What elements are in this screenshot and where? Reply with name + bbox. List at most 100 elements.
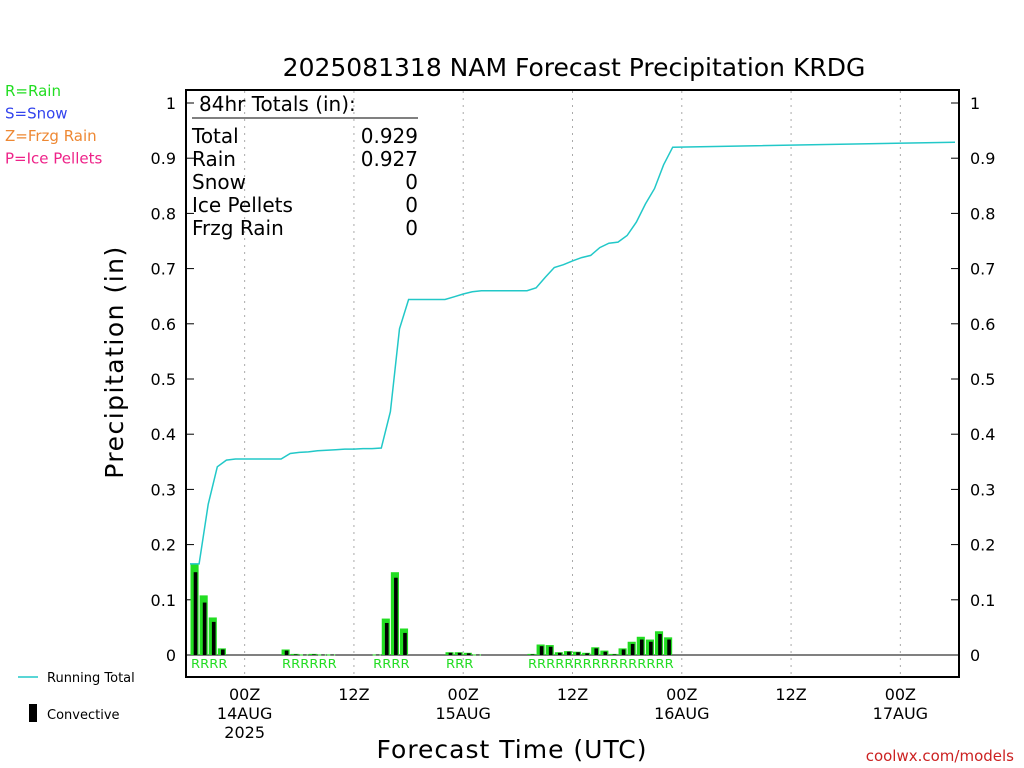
precip-type-label: RRRRRR [282,657,337,671]
x-tick-label: 2025 [224,723,265,742]
y-tick-label-right: 0.1 [970,591,995,610]
x-axis-label: Forecast Time (UTC) [377,735,648,764]
convective-bar [202,602,207,655]
chart-title: 2025081318 NAM Forecast Precipitation KR… [283,53,866,82]
convective-bar [567,651,571,655]
convective-bar [284,650,289,655]
convective-bar [557,652,562,655]
y-tick-label: 0.8 [151,204,176,223]
y-tick-label-right: 0.4 [970,425,995,444]
convective-bar [630,643,635,655]
convective-bar [585,653,589,655]
convective-bar [530,654,535,656]
gridlines [244,91,901,676]
x-tick-label: 00Z [229,685,260,704]
totals-row-label: Rain [192,147,236,171]
y-tick-label: 0.7 [151,260,176,279]
convective-legend-swatch [29,704,37,722]
x-tick-label: 17AUG [873,704,928,723]
convective-bar [576,652,580,655]
convective-bar [621,649,626,655]
precip-type-label: RRRRRRRRRR [528,657,619,671]
convective-bar [211,621,216,655]
y-tick-label: 0.5 [151,370,176,389]
y-tick-label: 0.3 [151,480,176,499]
plot-frame [185,89,960,678]
totals-row-value: 0.929 [361,124,418,148]
convective-bar [594,648,599,655]
convective-bar [476,654,480,656]
y-tick-label: 0 [166,646,176,665]
totals-row-label: Total [191,124,239,148]
precip-type-label: RRRR [373,657,409,671]
totals-row-label: Ice Pellets [192,193,293,217]
y-axis-label: Precipitation (in) [100,245,129,479]
convective-bar [658,634,662,655]
convective-bar [375,654,380,656]
credit-text: coolwx.com/models [866,747,1014,765]
convective-bar [548,646,553,655]
convective-bar [667,639,671,655]
running-total-legend-label: Running Total [47,671,135,686]
totals-box: 84hr Totals (in): Total 0.929 Rain 0.927 Sno… [191,92,418,240]
convective-bar [321,654,325,656]
y-tick-label: 0.2 [151,536,176,555]
x-tick-label: 12Z [775,685,806,704]
convective-bar [466,653,471,655]
totals-header: 84hr Totals (in): [199,92,356,116]
convective-bar [603,651,608,655]
precip-type-legend-item: Z=Frzg Rain [5,127,97,145]
precip-type-legend: R=Rain S=Snow Z=Frzg Rain P=Ice Pellets [5,82,102,168]
convective-bar [649,641,653,655]
y-tick-label: 0.4 [151,425,176,444]
convective-bar [448,652,453,655]
convective-bar [539,646,544,655]
x-tick-label: 16AUG [654,704,709,723]
y-tick-label-right: 0.3 [970,480,995,499]
y-tick-label: 0.9 [151,149,176,168]
y-tick-label: 0.6 [151,315,176,334]
y-tick-label-right: 0.9 [970,149,995,168]
precip-type-label: RRRR [191,657,227,671]
convective-bar [639,639,644,655]
totals-row-value: 0 [405,193,418,217]
precip-type-legend-item: R=Rain [5,82,61,100]
y-tick-label-right: 0.2 [970,536,995,555]
totals-row-value: 0 [405,170,418,194]
totals-row-label: Snow [192,170,246,194]
convective-bar [612,654,617,656]
totals-row-label: Frzg Rain [192,216,284,240]
totals-row-value: 0.927 [361,147,418,171]
convective-bar [312,654,316,656]
convective-bar [403,632,407,655]
x-tick-label: 15AUG [436,704,491,723]
y-tick-label-right: 0.8 [970,204,995,223]
y-tick-label-right: 1 [970,94,980,113]
convective-bar [302,654,307,656]
precip-type-legend-item: S=Snow [5,105,68,123]
convective-bar [384,622,389,655]
convective-bar [193,572,198,655]
x-tick-label: 12Z [338,685,369,704]
convective-bar [221,649,225,655]
precip-bars [190,563,673,656]
x-tick-label: 00Z [666,685,697,704]
x-tick-label: 12Z [557,685,588,704]
y-tick-label-right: 0.7 [970,260,995,279]
y-tick-label-right: 0.5 [970,370,995,389]
precip-type-labels: RRRR RRRRRR RRRR RRR RRRRRRRRRR RRRRRR [191,657,674,671]
x-tick-label: 00Z [885,685,916,704]
convective-bar [457,652,462,655]
precip-type-label: RRRRRR [619,657,674,671]
totals-rows: Total 0.929 Rain 0.927 Snow 0 Ice Pellets 0 Frzg… [191,124,418,240]
x-tick-label: 00Z [448,685,479,704]
y-tick-label: 0.1 [151,591,176,610]
y-tick-label: 1 [166,94,176,113]
y-axis-left: 0 0.1 0.2 0.3 0.4 0.5 0.6 0.7 0.8 0.9 1 [151,94,194,665]
precip-type-legend-item: P=Ice Pellets [5,150,102,168]
y-tick-label-right: 0 [970,646,980,665]
convective-legend-label: Convective [47,708,120,723]
totals-row-value: 0 [405,216,418,240]
